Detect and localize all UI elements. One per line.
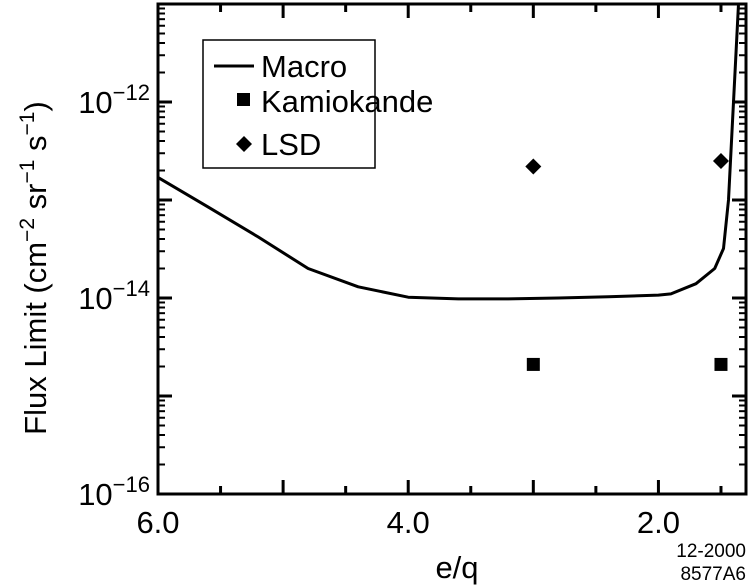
stamp-line-2: 8577A6: [680, 564, 746, 585]
y-axis-title-exp3: −1: [16, 112, 39, 136]
y-tick-label-base: 10: [78, 85, 112, 120]
x-axis-ticks: [156, 4, 723, 494]
legend-kamiokande-square-marker: [237, 93, 250, 106]
legend-lsd-diamond-marker: [236, 136, 252, 152]
y-axis-title-prefix: Flux Limit (cm: [18, 242, 53, 435]
y-tick-label-exponent: −12: [113, 80, 150, 105]
y-axis-title-exp2: −1: [16, 160, 39, 184]
y-axis-title: Flux Limit (cm−2 sr−1 s−1): [16, 101, 53, 435]
y-tick-label-exponent: −14: [113, 276, 150, 301]
x-tick-label: 2.0: [637, 505, 680, 540]
y-axis-title-mid2: s: [18, 135, 53, 159]
x-axis-tick-labels: 6.0 4.0 2.0: [136, 505, 680, 540]
y-axis-title-exp1: −2: [16, 218, 39, 242]
y-tick-label: 10−16: [78, 472, 150, 512]
y-tick-label-base: 10: [78, 477, 112, 512]
series-lsd-point: [712, 153, 729, 170]
series-macro-line: [157, 3, 740, 301]
y-tick-label: 10−14: [78, 276, 150, 316]
series-kamiokande-point: [714, 357, 728, 371]
legend-kamiokande-label: Kamiokande: [261, 84, 433, 119]
y-axis-title-suffix: ): [18, 101, 53, 111]
series-kamiokande-point: [526, 357, 540, 371]
series-layer: [157, 3, 740, 371]
legend-macro-label: Macro: [261, 49, 347, 84]
x-axis-title: e/q: [435, 550, 478, 585]
stamp-line-1: 12-2000: [676, 541, 746, 562]
legend-box: [202, 39, 376, 169]
series-lsd-point: [525, 158, 542, 175]
y-tick-label-base: 10: [78, 281, 112, 316]
x-tick-label: 4.0: [387, 505, 430, 540]
y-axis-ticks: [158, 7, 746, 496]
y-tick-label-exponent: −16: [113, 472, 150, 497]
plot-area-frame: [156, 2, 748, 496]
legend-lsd-label: LSD: [261, 127, 321, 162]
y-tick-label: 10−12: [78, 80, 150, 120]
y-axis-title-mid1: sr: [18, 184, 53, 218]
legend: Macro Kamiokande LSD: [202, 39, 433, 169]
x-tick-label: 6.0: [136, 505, 179, 540]
